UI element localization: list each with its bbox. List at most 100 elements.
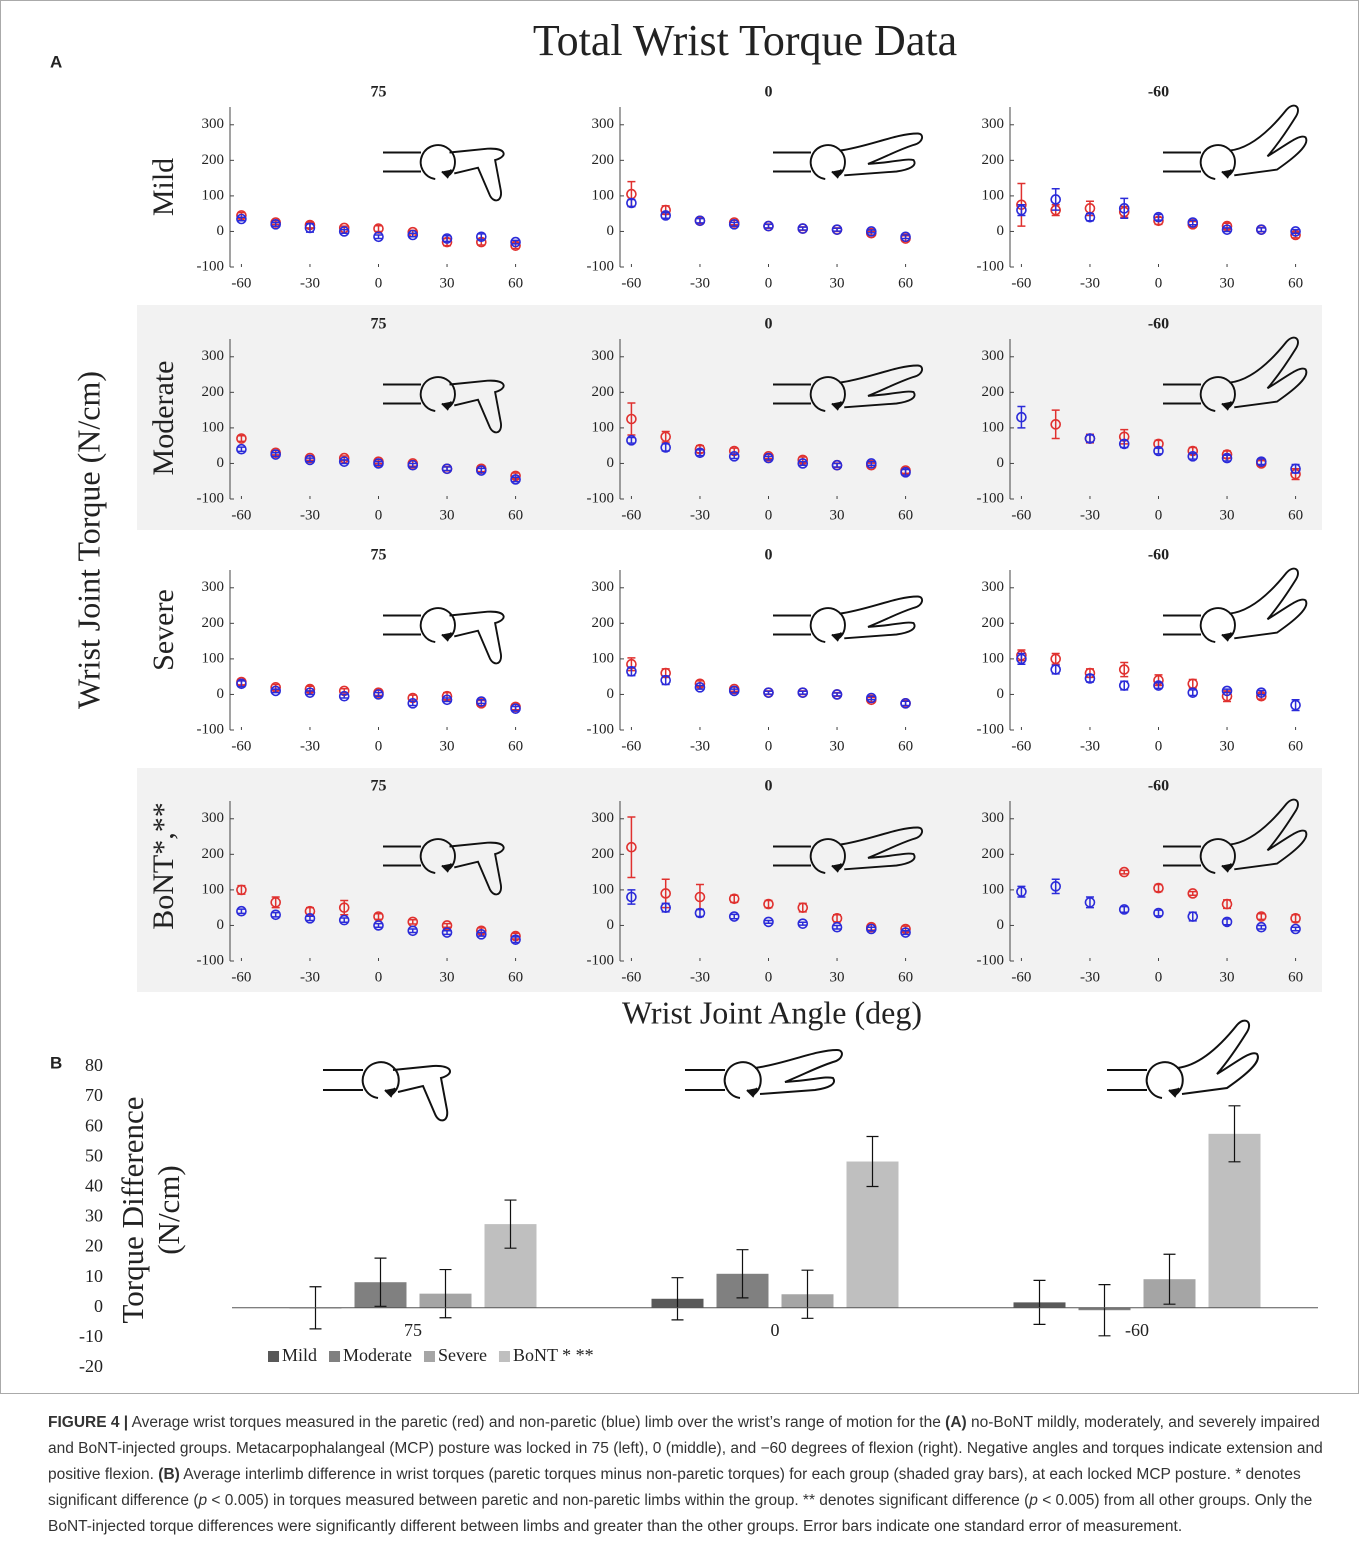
error-bar (1017, 405, 1026, 429)
error-bar (798, 226, 807, 231)
x-tick-label: 30 (440, 969, 455, 985)
error-bar (439, 1268, 452, 1319)
error-bar (1163, 1253, 1176, 1305)
data-point (1153, 907, 1164, 919)
y-tick-label: 50 (85, 1145, 103, 1165)
y-tick-label: 300 (202, 579, 225, 595)
y-tick-label: 100 (202, 419, 225, 435)
data-point (270, 449, 281, 460)
error-bar (627, 436, 636, 444)
data-point (1016, 204, 1027, 216)
legend-label: BoNT * ** (513, 1345, 594, 1365)
data-point (626, 841, 637, 853)
x-tick-label: 30 (440, 275, 455, 291)
x-tick-label: 0 (375, 969, 383, 985)
error-bar (730, 688, 739, 694)
data-point (1118, 866, 1130, 878)
hand-arrow (831, 863, 843, 873)
hand-arm (382, 614, 421, 636)
row-background (137, 305, 1322, 530)
error-bar (511, 476, 520, 483)
y-tick-label: 20 (85, 1236, 103, 1256)
data-point (866, 692, 877, 704)
y-axis-label: Wrist Joint Torque (N/cm) (70, 371, 106, 709)
data-point (660, 888, 671, 899)
hand-icon (1162, 104, 1308, 181)
data-point (1221, 916, 1233, 928)
data-point (304, 687, 316, 698)
error-bar (695, 684, 704, 690)
error-bar (374, 234, 383, 240)
x-tick-label: -60 (231, 738, 251, 754)
data-point (831, 689, 843, 700)
x-tick-label: 30 (830, 275, 845, 291)
error-bar (1051, 409, 1060, 440)
caption-text: Average interlimb difference in wrist to… (48, 1466, 1301, 1509)
data-point (1221, 685, 1233, 697)
data-point (900, 698, 911, 709)
data-point (270, 897, 281, 908)
error-bar (1223, 688, 1232, 694)
data-point (626, 891, 637, 903)
figure: Total Wrist Torque Data A B Wrist Joint … (0, 0, 1359, 1394)
data-point (660, 431, 671, 443)
hand-arm (382, 383, 421, 405)
hand-arm (1162, 845, 1201, 867)
data-point (236, 905, 247, 917)
data-point (1118, 438, 1130, 450)
y-tick-label: 0 (217, 686, 225, 702)
error-bar (1223, 227, 1232, 233)
hand-outline (449, 147, 505, 202)
error-bar (305, 915, 314, 922)
y-tick-label: 100 (982, 881, 1005, 897)
data-point (1016, 886, 1027, 897)
x-tick-label: 0 (765, 969, 773, 985)
hand-outline (839, 595, 923, 640)
error-bar (340, 228, 349, 234)
hand-circle (809, 376, 846, 413)
x-tick-label: 30 (830, 507, 845, 523)
data-point (236, 884, 247, 896)
error-bar (340, 459, 349, 465)
hand-arrow (441, 632, 453, 642)
row-background (137, 768, 1322, 992)
y-tick-label: -100 (977, 490, 1005, 506)
data-point (236, 678, 247, 690)
error-bar (374, 460, 383, 466)
y-tick-label: 200 (982, 846, 1005, 862)
data-point (304, 913, 316, 924)
hand-arm (1107, 1069, 1147, 1091)
error-bar (340, 917, 349, 923)
data-point (1290, 913, 1301, 924)
error-bar (408, 700, 417, 707)
error-bar (801, 1269, 814, 1319)
x-tick-label: -60 (621, 969, 641, 985)
data-point (1153, 445, 1164, 457)
hand-arrow (1221, 863, 1233, 873)
error-bar (627, 816, 636, 879)
x-tick-label: -60 (231, 969, 251, 985)
x-tick-label: 60 (508, 507, 523, 523)
data-point (338, 914, 350, 926)
legend-label: Severe (438, 1345, 487, 1365)
data-point (694, 891, 706, 903)
error-bar (511, 936, 520, 944)
y-tick-label: -100 (587, 258, 615, 274)
error-bar (661, 430, 670, 443)
error-bar (901, 700, 910, 707)
y-tick-label: -100 (197, 490, 225, 506)
x-tick-label: -60 (1011, 969, 1031, 985)
caption-text: (B) (158, 1466, 180, 1483)
data-point (236, 433, 247, 444)
y-tick-label: -100 (197, 258, 225, 274)
y-tick-label: 200 (592, 384, 615, 400)
data-point (1118, 664, 1130, 675)
legend-swatch (329, 1351, 341, 1362)
y-tick-label: 100 (592, 881, 615, 897)
error-bar (730, 913, 739, 920)
x-tick-label: 0 (765, 738, 773, 754)
hand-outline (1229, 104, 1308, 177)
error-bar (443, 234, 452, 243)
panel-label: A (50, 52, 62, 71)
x-tick-label: -60 (231, 275, 251, 291)
